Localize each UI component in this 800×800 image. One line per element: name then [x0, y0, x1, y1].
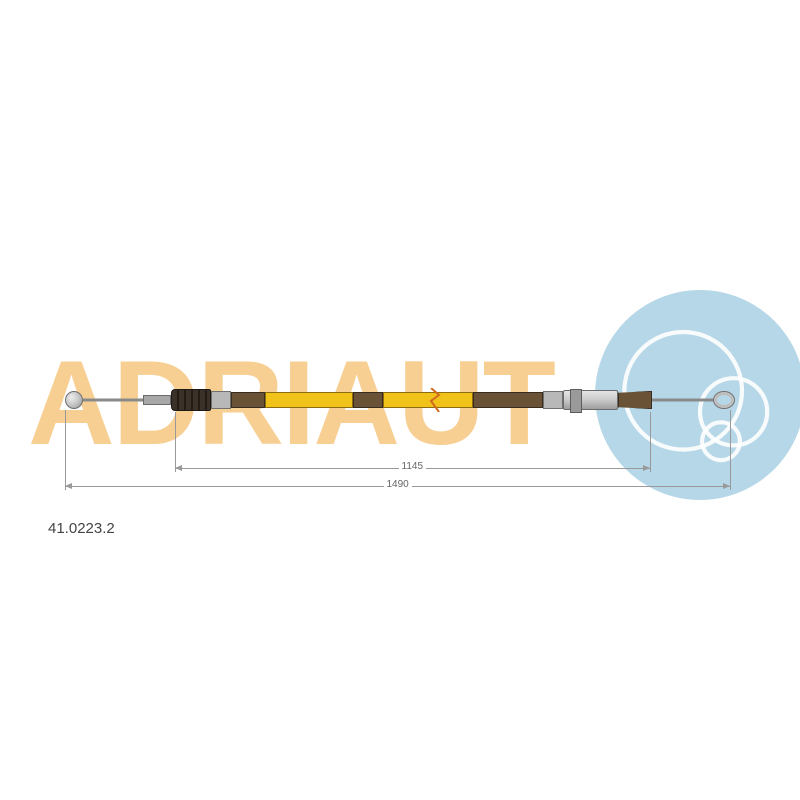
- eyelet-right: [714, 392, 734, 408]
- part-number: 41.0223.2: [48, 520, 115, 537]
- wire-right: [652, 399, 714, 402]
- dimension-label: 1145: [399, 461, 427, 472]
- wire-left: [83, 399, 143, 402]
- section-break-mark: [428, 388, 442, 412]
- sleeve-brown-1: [231, 392, 265, 408]
- collar-2: [543, 391, 563, 409]
- sheath-yellow-1: [265, 392, 353, 408]
- ball-end-left: [65, 391, 83, 409]
- sleeve-brown-3: [473, 392, 543, 408]
- ferrule-left: [143, 395, 171, 405]
- dimension-label: 1490: [384, 479, 412, 490]
- collar-1: [211, 391, 231, 409]
- cone-end: [618, 391, 652, 409]
- adjuster: [563, 390, 618, 410]
- boot-left: [171, 389, 211, 411]
- diagram-canvas: { "part_number": "41.0223.2", "watermark…: [0, 0, 800, 800]
- sleeve-brown-2: [353, 392, 383, 408]
